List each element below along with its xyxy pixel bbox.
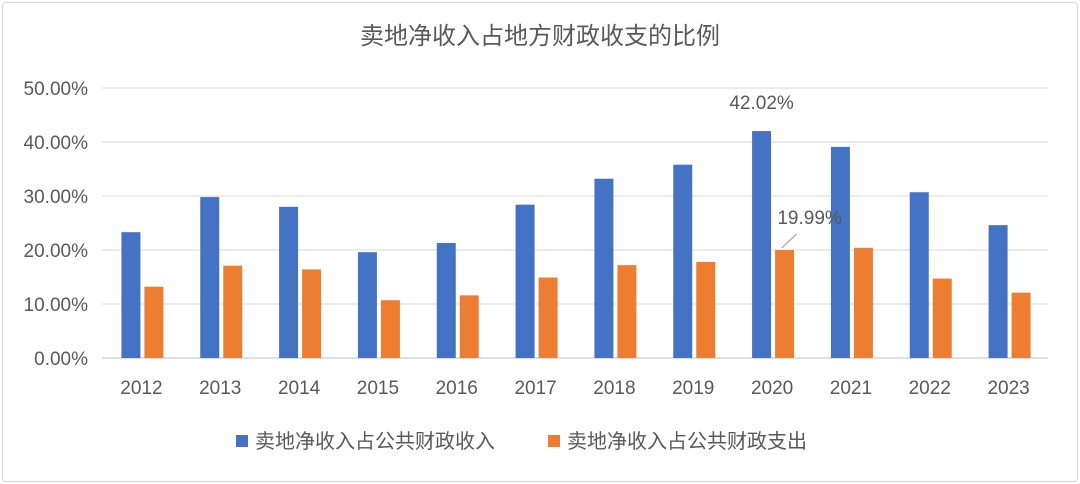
revenue-bar-2019 <box>673 164 693 358</box>
x-tick-label: 2022 <box>909 378 951 399</box>
legend-swatch <box>548 435 560 447</box>
y-tick-label: 10.00% <box>24 295 89 316</box>
expenditure-bar-2018 <box>617 265 637 358</box>
x-tick-label: 2014 <box>278 378 321 399</box>
expenditure-bar-2019 <box>696 261 716 358</box>
revenue-bar-2020 <box>752 131 772 358</box>
x-tick-label: 2021 <box>830 378 872 399</box>
x-tick-label: 2019 <box>672 378 714 399</box>
gridlines <box>102 87 1048 359</box>
x-tick-label: 2015 <box>357 378 399 399</box>
expenditure-bar-2022 <box>932 278 952 358</box>
expenditure-bar-2017 <box>538 277 558 358</box>
expenditure-bar-2020 <box>775 250 795 358</box>
y-tick-label: 40.00% <box>24 133 89 154</box>
legend: 卖地净收入占公共财政收入 卖地净收入占公共财政支出 <box>236 429 807 453</box>
x-tick-label: 2020 <box>751 378 793 399</box>
revenue-bar-2022 <box>909 192 929 358</box>
data-label: 42.02% <box>729 93 794 114</box>
chart-title: 卖地净收入占地方财政收支的比例 <box>360 22 720 50</box>
expenditure-bar-2021 <box>853 247 873 358</box>
legend-swatch <box>236 435 248 447</box>
leader-line <box>781 233 797 249</box>
y-axis-ticks: 0.00% 10.00% 20.00% 30.00% 40.00% 50.00% <box>24 79 89 370</box>
expenditure-bar-2015 <box>380 300 400 358</box>
revenue-bar-2013 <box>200 197 220 358</box>
x-tick-label: 2023 <box>987 378 1029 399</box>
y-tick-label: 0.00% <box>34 349 88 370</box>
x-tick-label: 2012 <box>120 378 162 399</box>
data-labels: 42.02% 19.99% <box>729 93 842 249</box>
revenue-bar-2012 <box>121 232 141 358</box>
revenue-bar-2016 <box>436 242 456 358</box>
legend-label: 卖地净收入占公共财政支出 <box>567 429 807 453</box>
expenditure-bar-2013 <box>223 265 243 358</box>
data-label: 19.99% <box>777 208 842 229</box>
expenditure-bar-2016 <box>459 295 479 358</box>
x-tick-label: 2016 <box>436 378 478 399</box>
expenditure-bar-2012 <box>144 286 164 358</box>
expenditure-bar-2023 <box>1011 292 1031 358</box>
x-tick-label: 2018 <box>593 378 635 399</box>
expenditure-bar-2014 <box>302 269 322 358</box>
y-tick-label: 20.00% <box>24 241 89 262</box>
y-tick-label: 50.00% <box>24 79 89 100</box>
x-tick-label: 2017 <box>514 378 556 399</box>
x-axis-ticks: 2012 2013 2014 2015 2016 2017 2018 2019 2020 2021… <box>120 378 1029 399</box>
revenue-bar-2017 <box>515 204 535 358</box>
revenue-bar-2014 <box>279 206 299 358</box>
x-tick-label: 2013 <box>199 378 241 399</box>
y-tick-label: 30.00% <box>24 187 89 208</box>
revenue-bar-2018 <box>594 178 614 358</box>
bars <box>121 131 1031 358</box>
revenue-bar-2015 <box>357 252 377 358</box>
revenue-bar-2023 <box>988 225 1008 358</box>
revenue-bar-2021 <box>830 146 850 358</box>
legend-label: 卖地净收入占公共财政收入 <box>255 429 495 453</box>
